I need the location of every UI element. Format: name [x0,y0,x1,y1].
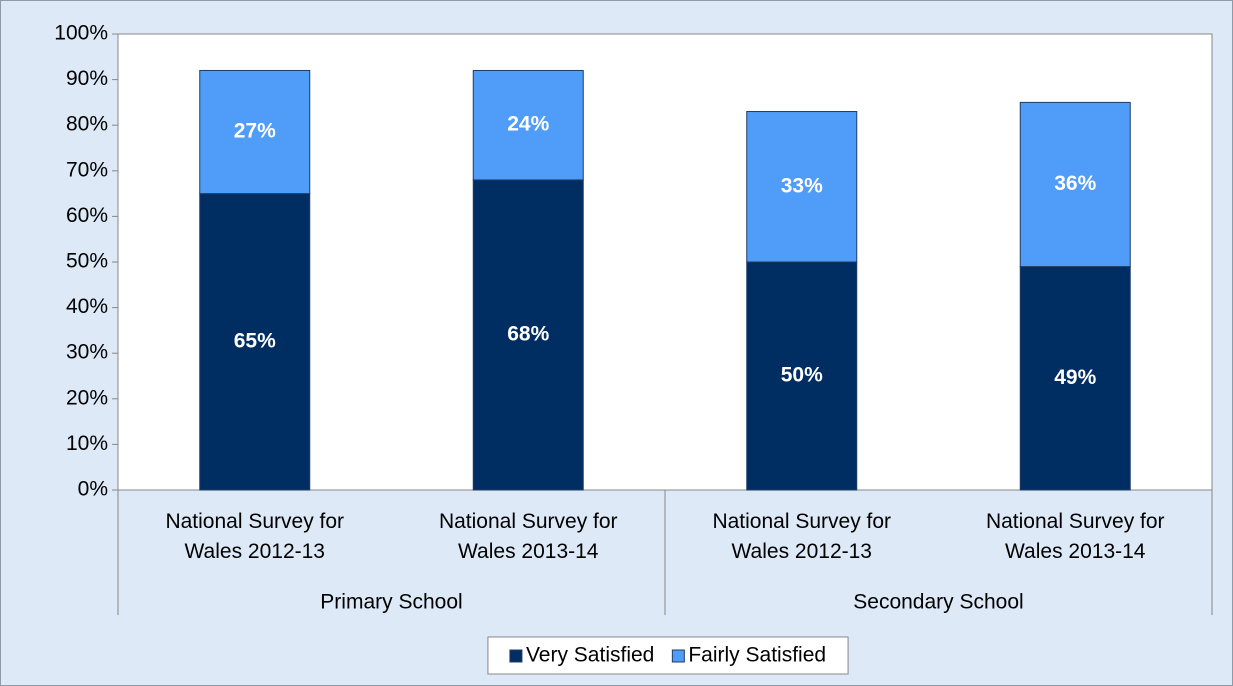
x-tick-label: National Survey for Wales 2013-14 [438,510,618,563]
legend-label: Fairly Satisfied [688,644,826,667]
bar-segment [746,111,858,263]
x-tick-label: National Survey for Wales 2012-13 [165,510,345,563]
data-label: 24% [507,113,549,136]
x-tick-label: National Survey for Wales 2012-13 [712,510,892,563]
bar-segment [472,69,584,181]
data-label: 49% [1054,366,1096,389]
bar-segment [746,261,858,491]
data-label: 50% [781,364,823,387]
y-tick-label: 50% [66,250,108,273]
data-label: 65% [234,329,276,352]
y-tick-label: 80% [66,113,108,136]
y-tick-label: 70% [66,158,108,181]
bar-segment [472,179,584,491]
y-tick-label: 60% [66,204,108,227]
y-tick-label: 90% [66,67,108,90]
legend-marker [509,649,523,663]
group-label: Secondary School [853,591,1023,614]
x-tick-label: National Survey for Wales 2013-14 [985,510,1165,563]
data-label: 68% [507,323,549,346]
y-tick-label: 0% [78,478,108,501]
y-tick-label: 10% [66,432,108,455]
data-label: 36% [1054,172,1096,195]
y-tick-label: 40% [66,295,108,318]
bar-segment [1019,101,1131,268]
legend [487,636,849,675]
y-tick-label: 20% [66,386,108,409]
legend-marker [671,649,685,663]
y-tick-label: 100% [54,22,108,45]
y-tick-label: 30% [66,341,108,364]
data-label: 33% [781,174,823,197]
legend-label: Very Satisfied [526,644,654,667]
data-label: 27% [234,120,276,143]
group-label: Primary School [320,591,462,614]
bar-segment [199,69,311,195]
